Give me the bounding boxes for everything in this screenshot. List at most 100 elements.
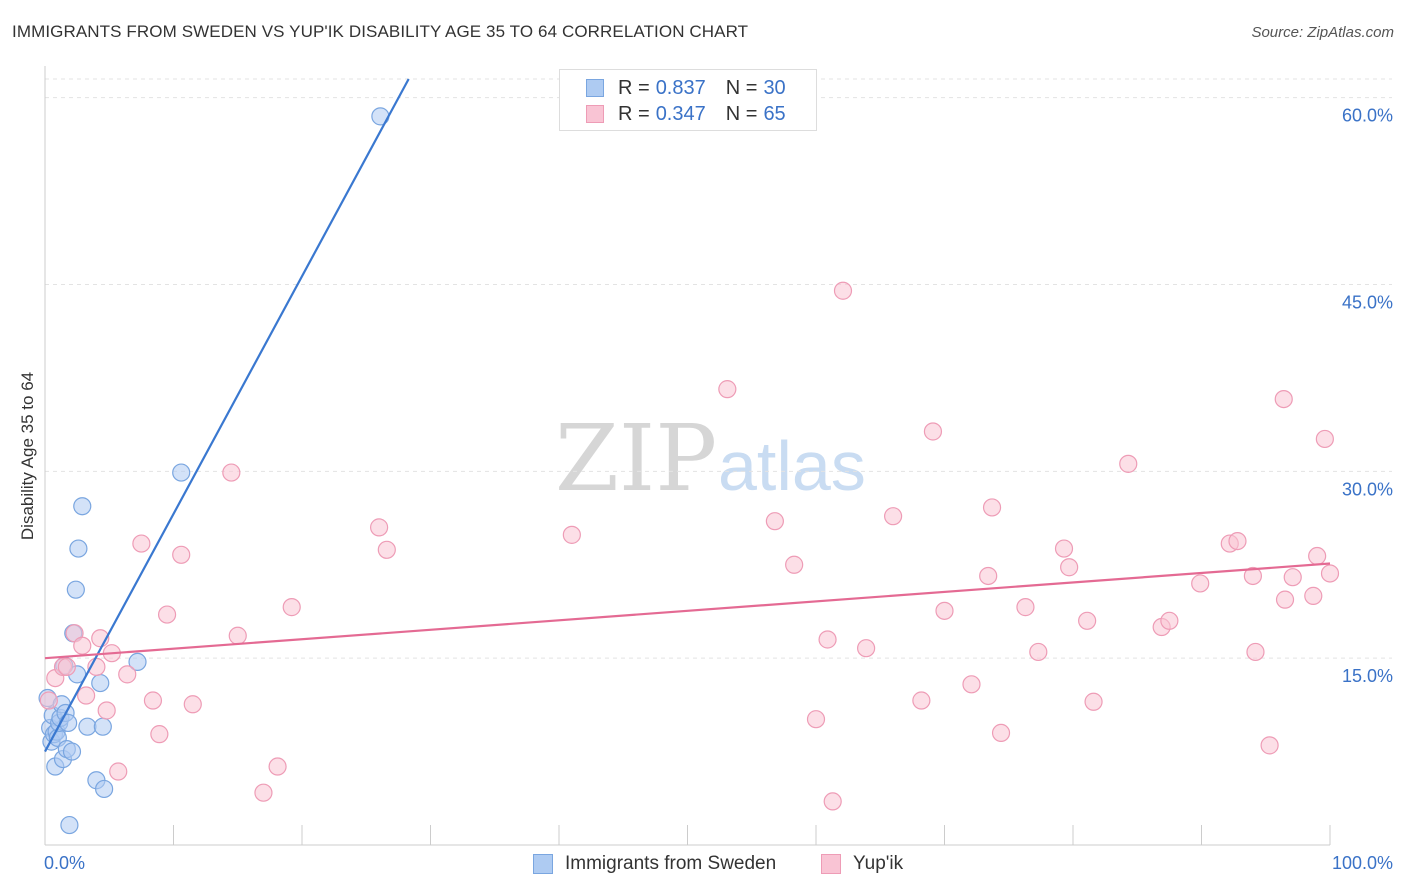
data-point-yupik [1283,568,1302,587]
data-point-yupik [979,566,998,586]
correlation-legend: R = 0.837 N = 30 R = 0.347 N = 65 [559,69,817,131]
legend-n-label: N = [725,76,758,99]
data-point-yupik [1274,390,1293,409]
bottom-legend-swatch-sweden [533,854,553,874]
data-point-yupik [923,422,943,441]
y-axis-label: Disability Age 35 to 64 [18,371,37,541]
data-point-yupik [1060,558,1079,577]
data-point-yupik [1119,454,1138,473]
legend-n-label: N = [725,102,758,125]
data-point-sweden [66,580,85,599]
data-point-yupik [1029,642,1048,662]
data-point-yupik [109,762,128,781]
legend-n-value-yupik: 65 [763,102,786,125]
data-point-yupik [268,757,287,776]
legend-row-yupik: R = 0.347 N = 65 [586,102,786,126]
watermark-atlas: atlas [718,427,866,505]
data-point-yupik [228,626,247,645]
bottom-legend-swatch-yupik [821,854,841,874]
data-point-yupik [857,639,876,658]
data-point-sweden [93,717,112,736]
x-tick-label-min: 0.0% [44,853,85,873]
bottom-legend-sweden: Immigrants from Sweden [533,851,776,877]
data-point-yupik [1260,736,1279,755]
y-tick-label: 45.0% [1342,293,1393,313]
watermark-zip: ZIP [555,405,717,512]
bottom-legend-label-yupik: Yup'ik [853,853,904,874]
data-point-sweden [91,673,110,693]
data-point-yupik [883,507,903,526]
data-point-sweden [78,717,97,736]
data-point-yupik [718,380,737,399]
bottom-legend-yupik: Yup'ik [821,851,903,877]
bottom-legend-label-sweden: Immigrants from Sweden [565,853,777,874]
y-tick-label: 15.0% [1342,666,1393,686]
data-point-yupik [39,691,58,710]
legend-row-sweden: R = 0.837 N = 30 [586,76,786,100]
legend-r-label: R = [618,76,650,99]
y-tick-label: 60.0% [1342,106,1393,126]
legend-r-value-yupik: 0.347 [655,102,706,125]
data-point-yupik [1160,611,1179,630]
x-tick-label-max: 100.0% [1332,853,1393,873]
data-point-sweden [59,713,78,733]
data-point-yupik [1320,564,1340,583]
data-point-sweden [128,652,147,672]
data-point-yupik [370,518,389,537]
source-credit: Source: ZipAtlas.com [1251,24,1394,41]
data-point-yupik [1315,429,1334,449]
data-point-yupik [222,463,241,482]
data-point-yupik [833,281,853,300]
data-point-yupik [183,695,202,714]
data-point-yupik [1228,531,1247,551]
data-point-yupik [118,665,137,684]
data-point-yupik [818,630,837,649]
data-point-yupik [962,675,981,694]
data-point-yupik [97,701,116,720]
data-point-sweden [60,815,79,835]
data-point-yupik [785,555,804,574]
y-tick-label: 30.0% [1342,479,1393,499]
data-point-yupik [562,525,581,544]
data-point-yupik [1246,642,1265,662]
data-point-yupik [1308,546,1327,566]
legend-swatch-yupik [586,105,604,123]
data-point-yupik [912,691,931,710]
data-point-yupik [1084,692,1103,711]
data-point-yupik [282,598,301,617]
data-point-yupik [1191,574,1210,593]
legend-swatch-sweden [586,79,604,97]
data-point-yupik [1016,598,1035,617]
data-point-yupik [823,792,842,811]
data-point-yupik [806,710,826,729]
legend-r-value-sweden: 0.837 [655,76,706,99]
data-point-yupik [77,686,96,705]
data-point-yupik [935,601,954,620]
data-point-sweden [73,497,92,516]
data-point-yupik [132,534,151,553]
data-point-yupik [172,545,191,564]
data-point-yupik [73,636,92,655]
data-point-yupik [143,691,163,710]
data-point-yupik [150,725,169,744]
data-point-yupik [1054,539,1074,558]
data-point-yupik [1304,586,1323,605]
data-point-yupik [377,540,396,559]
data-point-yupik [982,498,1002,517]
data-point-sweden [172,463,191,482]
trend-line-sweden [44,78,410,753]
data-point-yupik [1243,566,1263,586]
legend-n-value-sweden: 30 [763,76,786,99]
data-point-sweden [62,742,82,761]
data-point-yupik [1275,590,1295,609]
legend-r-label: R = [618,102,650,125]
trend-line-yupik [44,562,1331,660]
data-point-yupik [765,512,784,531]
data-point-yupik [57,657,76,676]
data-point-sweden [95,779,114,799]
data-point-yupik [254,783,273,802]
data-point-yupik [991,723,1011,743]
data-point-yupik [157,605,177,624]
data-point-sweden [69,539,88,558]
